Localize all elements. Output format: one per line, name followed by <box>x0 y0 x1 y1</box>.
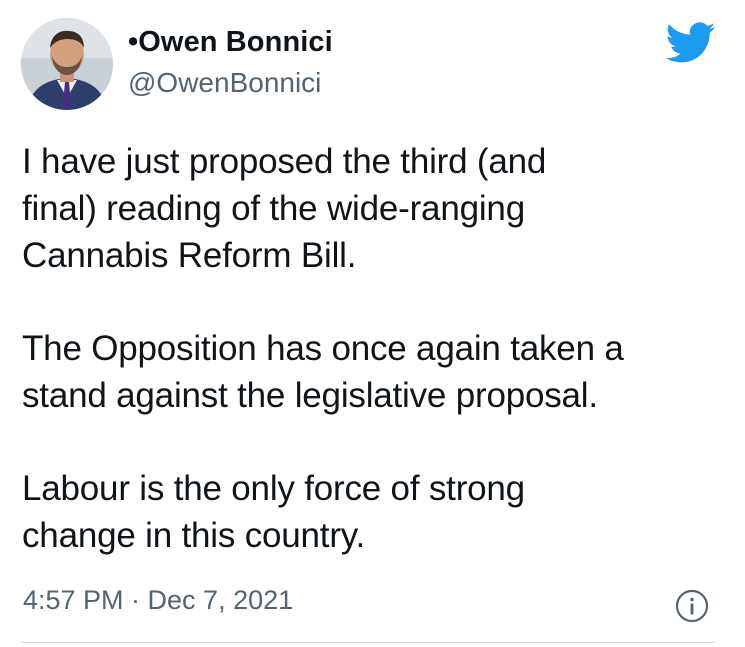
tweet-text: I have just proposed the third (and fina… <box>22 138 722 559</box>
avatar[interactable] <box>21 18 113 110</box>
tweet-timestamp[interactable]: 4:57 PM · Dec 7, 2021 <box>23 585 294 615</box>
author-display-name[interactable]: •Owen Bonnici <box>128 26 333 58</box>
divider <box>22 642 715 643</box>
tweet-paragraph: Labour is the only force of strong chang… <box>22 469 525 555</box>
info-icon[interactable] <box>675 589 709 623</box>
tweet-paragraph: The Opposition has once again taken a st… <box>22 329 624 415</box>
twitter-bird-icon[interactable] <box>666 22 716 64</box>
tweet-paragraph: I have just proposed the third (and fina… <box>22 142 547 275</box>
author-handle[interactable]: @OwenBonnici <box>128 67 322 98</box>
avatar-image <box>21 18 113 110</box>
